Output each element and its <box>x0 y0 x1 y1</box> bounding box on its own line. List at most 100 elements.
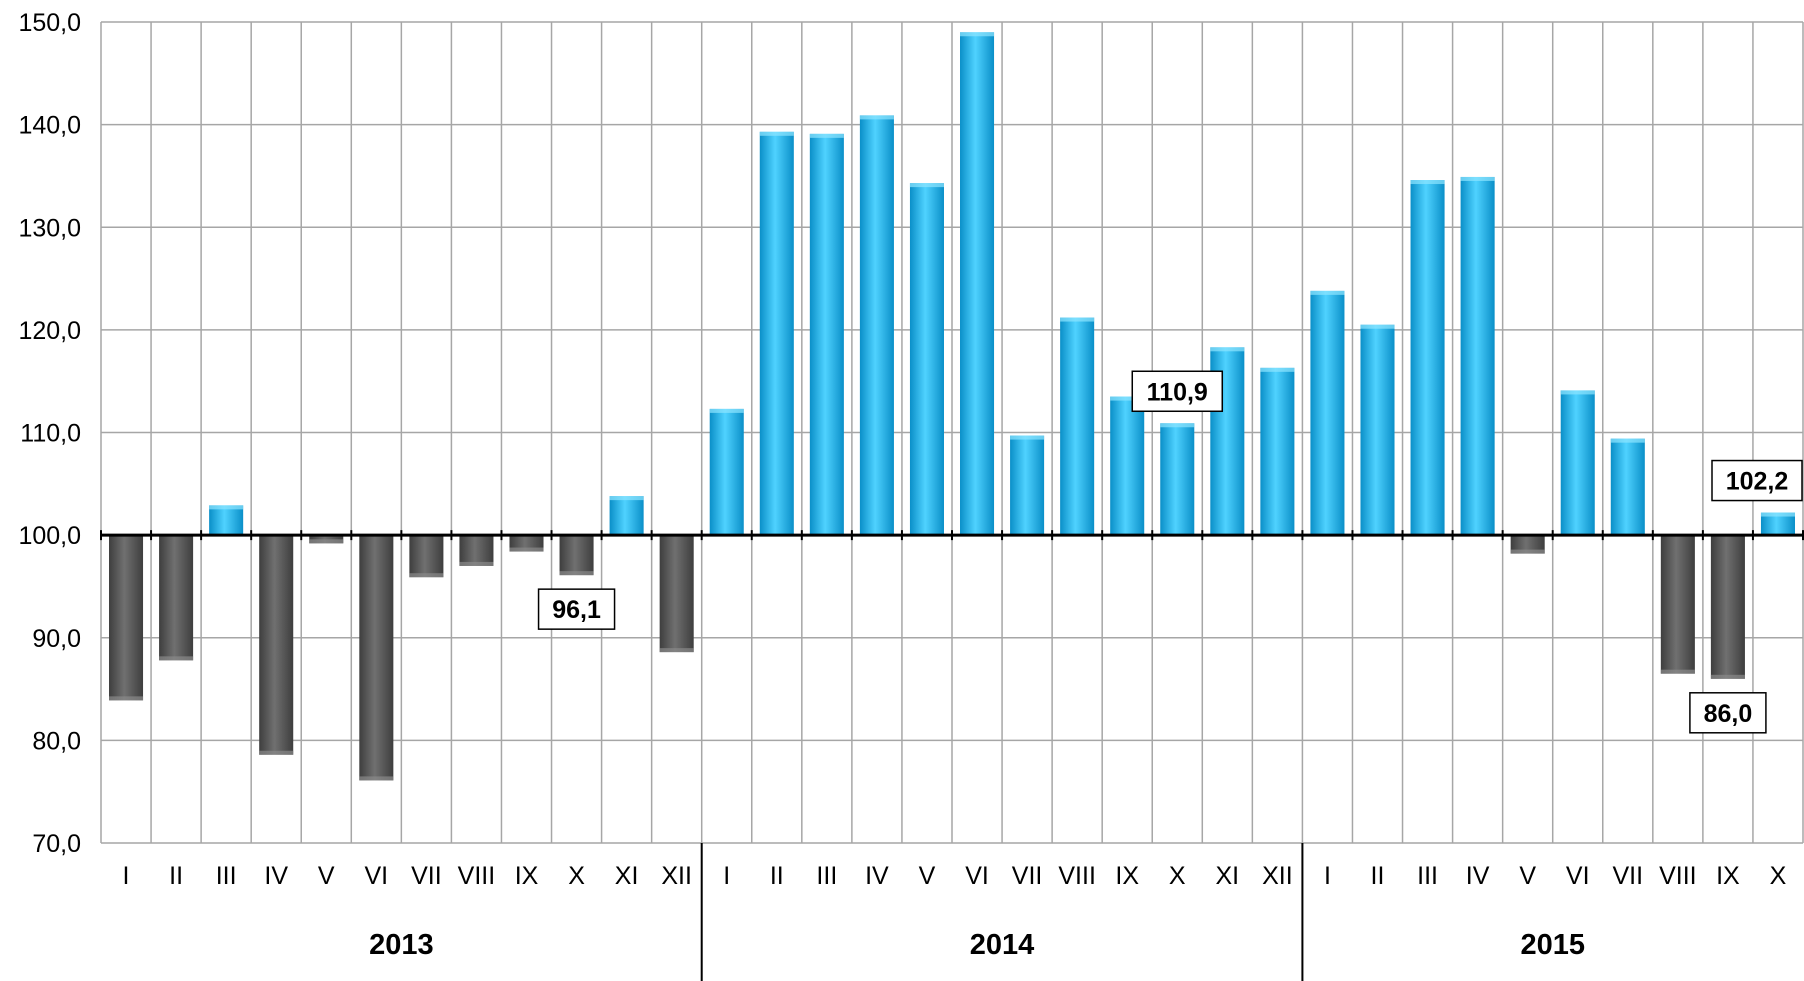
bar-cap-6 <box>359 776 394 781</box>
x-tick-label: XII <box>1262 862 1293 890</box>
bars <box>109 32 1795 781</box>
bar-cap-2 <box>159 656 194 661</box>
bar-31 <box>1610 438 1645 536</box>
bar-17 <box>909 183 944 536</box>
x-tick-label: V <box>318 862 335 890</box>
bar-cap-14 <box>759 131 794 136</box>
x-tick-label: III <box>1417 862 1438 890</box>
bar-cap-4 <box>259 750 294 755</box>
x-tick-label: VII <box>1613 862 1644 890</box>
bar-7 <box>409 535 444 578</box>
bar-8 <box>459 535 494 566</box>
x-tick-label: XI <box>615 862 639 890</box>
bar-cap-31 <box>1610 438 1645 443</box>
data-label-text: 96,1 <box>552 596 601 624</box>
bar-cap-23 <box>1210 347 1245 352</box>
x-tick-label: III <box>216 862 237 890</box>
x-tick-label: V <box>1519 862 1536 890</box>
bar-6 <box>359 535 394 781</box>
bar-cap-15 <box>809 133 844 138</box>
bar-cap-17 <box>909 183 944 188</box>
bar-22 <box>1160 423 1195 536</box>
bar-16 <box>859 115 894 536</box>
bar-cap-8 <box>459 561 494 566</box>
bar-cap-1 <box>109 696 144 701</box>
bar-12 <box>659 535 694 653</box>
bar-13 <box>709 408 744 536</box>
year-group-label: 2014 <box>970 929 1035 961</box>
bar-cap-24 <box>1260 367 1295 372</box>
x-tick-label: VIII <box>1659 862 1697 890</box>
x-tick-label: II <box>1371 862 1385 890</box>
year-group-label: 2013 <box>369 929 434 961</box>
year-group-label: 2015 <box>1520 929 1585 961</box>
y-tick-label: 140,0 <box>18 112 81 140</box>
bar-cap-26 <box>1360 324 1395 329</box>
bar-32 <box>1660 535 1695 674</box>
labels: 70,0 80,0 90,0 100,0 110,0 120,0 130,0 140,0 150… <box>18 9 1803 961</box>
x-tick-label: VI <box>365 862 389 890</box>
bar-cap-20 <box>1060 317 1095 322</box>
bar-cap-7 <box>409 573 444 578</box>
bar-cap-21 <box>1110 396 1145 401</box>
bar-cap-11 <box>609 496 644 501</box>
bar-28 <box>1460 176 1495 536</box>
x-tick-label: I <box>123 862 130 890</box>
bar-18 <box>960 32 995 536</box>
bar-cap-29 <box>1510 549 1545 554</box>
bar-cap-27 <box>1410 180 1445 185</box>
y-tick-label: 110,0 <box>20 420 81 448</box>
data-label-box <box>537 588 616 630</box>
data-label: 102,2 <box>1711 459 1803 502</box>
x-tick-label: VIII <box>458 862 496 890</box>
bar-9 <box>509 535 544 552</box>
x-tick-label: IV <box>865 862 889 890</box>
bar-2 <box>159 535 194 661</box>
data-label: 96,1 <box>537 588 616 630</box>
y-tick-label: 70,0 <box>32 830 81 858</box>
bar-cap-5 <box>309 539 344 544</box>
bar-cap-13 <box>709 408 744 413</box>
grid-lines <box>100 21 1804 844</box>
x-tick-label: I <box>723 862 730 890</box>
data-label-text: 102,2 <box>1726 468 1789 496</box>
x-tick-label: I <box>1324 862 1331 890</box>
bar-11 <box>609 496 644 536</box>
bar-34 <box>1760 512 1795 536</box>
bar-15 <box>809 133 844 536</box>
y-tick-label: 150,0 <box>18 9 81 37</box>
bar-cap-34 <box>1760 512 1795 517</box>
x-tick-label: VII <box>411 862 442 890</box>
bar-14 <box>759 131 794 536</box>
axes <box>100 530 1804 981</box>
bar-24 <box>1260 367 1295 536</box>
y-tick-label: 130,0 <box>18 214 81 242</box>
x-tick-label: VIII <box>1058 862 1096 890</box>
x-tick-label: VII <box>1012 862 1043 890</box>
x-tick-label: X <box>1770 862 1787 890</box>
bar-cap-28 <box>1460 176 1495 181</box>
y-tick-label: 90,0 <box>32 625 81 653</box>
data-label-text: 86,0 <box>1704 700 1753 728</box>
bar-cap-19 <box>1010 435 1045 440</box>
x-tick-label: II <box>169 862 183 890</box>
bar-4 <box>259 535 294 755</box>
bar-cap-10 <box>559 571 594 576</box>
y-tick-label: 80,0 <box>32 727 81 755</box>
bar-10 <box>559 535 594 576</box>
x-tick-label: VI <box>965 862 989 890</box>
bar-30 <box>1560 390 1595 536</box>
x-tick-label: II <box>770 862 784 890</box>
bar-5 <box>309 535 344 544</box>
x-tick-label: X <box>568 862 585 890</box>
bar-cap-30 <box>1560 390 1595 395</box>
data-label-box <box>1711 459 1803 502</box>
bar-20 <box>1060 317 1095 536</box>
bar-33 <box>1710 535 1745 679</box>
bar-cap-3 <box>209 505 244 510</box>
bar-21 <box>1110 396 1145 536</box>
bar-cap-25 <box>1310 290 1345 295</box>
x-tick-label: X <box>1169 862 1186 890</box>
bar-25 <box>1310 290 1345 536</box>
